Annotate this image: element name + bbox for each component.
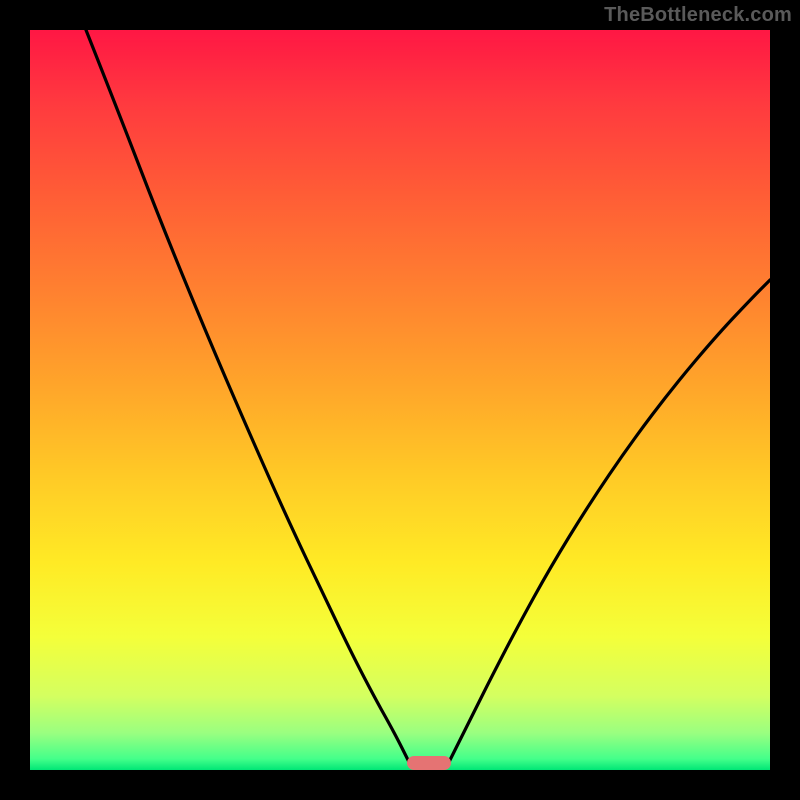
gradient-plot: [30, 30, 770, 770]
attribution-text: TheBottleneck.com: [604, 4, 792, 27]
notch-marker: [407, 756, 451, 770]
chart-frame: TheBottleneck.com: [0, 0, 800, 800]
gradient-background: [30, 30, 770, 770]
plot-area: [30, 30, 770, 770]
